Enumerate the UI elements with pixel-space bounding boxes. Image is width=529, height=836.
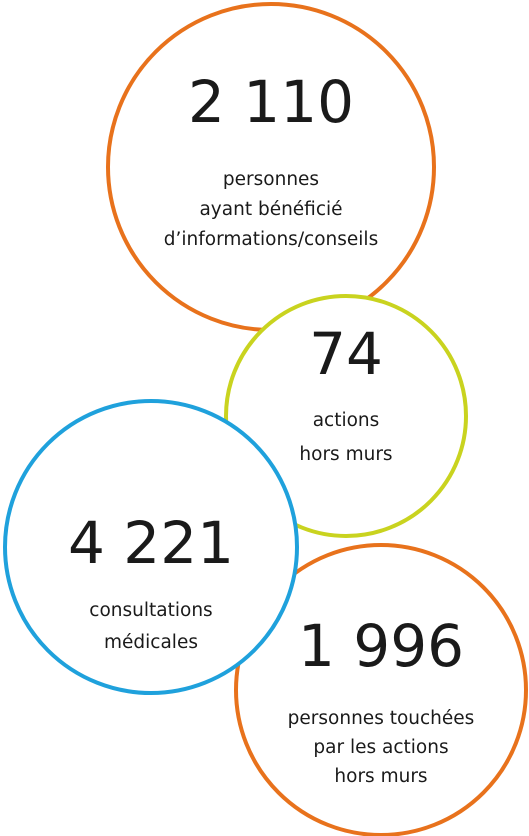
stat-label: ayant bénéficié xyxy=(199,199,342,220)
stat-label: par les actions xyxy=(313,737,448,758)
stat-circle xyxy=(224,294,468,538)
stat-label: personnes touchées xyxy=(288,708,475,729)
stat-label: hors murs xyxy=(334,766,427,787)
stat-circle xyxy=(106,2,436,332)
stat-label: médicales xyxy=(104,632,198,653)
stat-number: 4 221 xyxy=(68,509,234,577)
stat-number: 74 xyxy=(309,320,383,388)
stat-label: d’informations/conseils xyxy=(164,229,378,250)
stat-number: 2 110 xyxy=(188,68,354,136)
stat-label: consultations xyxy=(89,600,212,621)
stat-circle xyxy=(3,399,299,695)
stat-label: actions xyxy=(313,410,380,431)
stat-number: 1 996 xyxy=(298,612,464,680)
stat-label: hors murs xyxy=(299,444,392,465)
stat-label: personnes xyxy=(223,169,319,190)
stat-circle xyxy=(234,543,528,836)
